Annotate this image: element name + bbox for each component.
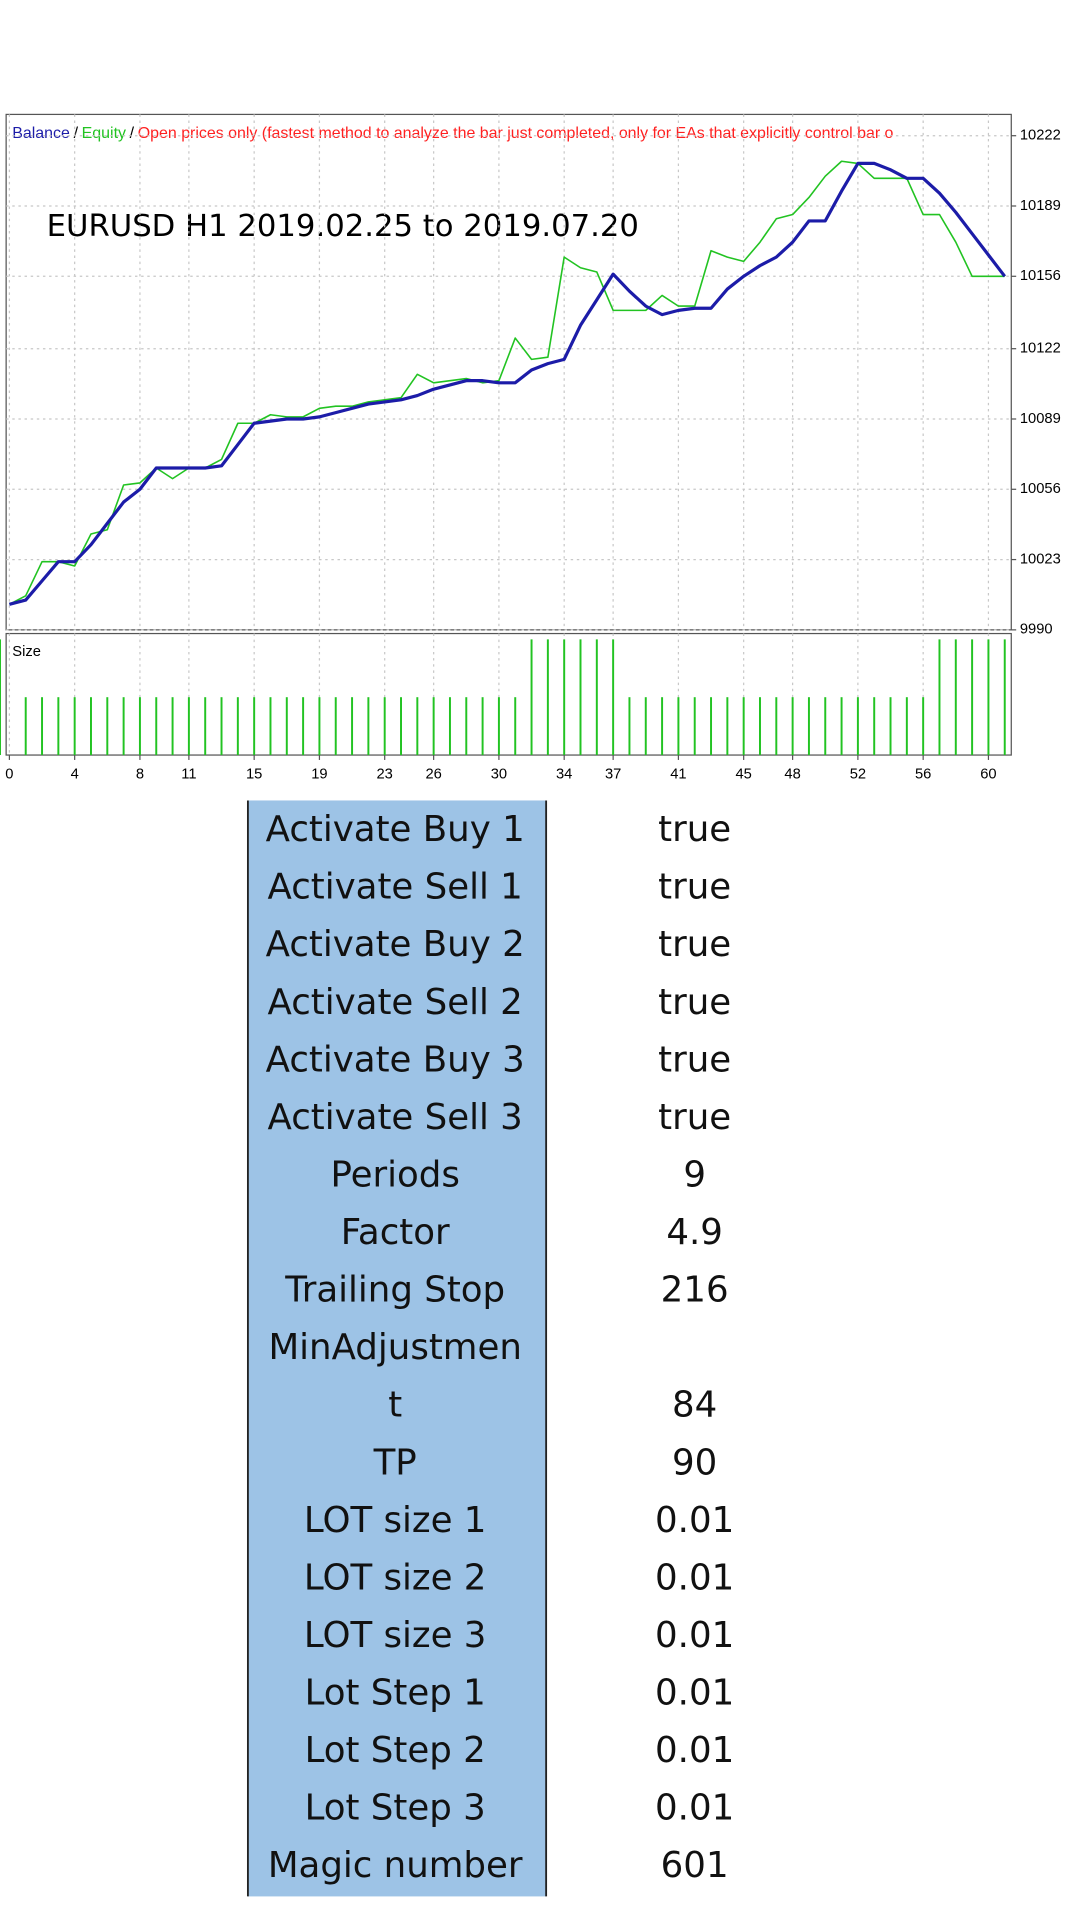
- param-name: Factor: [341, 1212, 450, 1253]
- param-name: Activate Sell 1: [268, 867, 523, 908]
- param-value: 0.01: [655, 1500, 734, 1541]
- x-tick-label: 8: [136, 767, 144, 783]
- main-plot-frame: [5, 113, 1012, 631]
- y-tick-label: 10122: [1020, 341, 1061, 357]
- x-tick-label: 52: [850, 767, 866, 783]
- annotation: EURUSD H1 2019.02.25 to 2019.07.20: [47, 209, 639, 244]
- param-value: 84: [672, 1385, 717, 1426]
- x-tick-label: 26: [425, 767, 441, 783]
- param-name: Activate Sell 2: [268, 982, 523, 1023]
- x-tick-label: 11: [181, 767, 196, 783]
- size-title: Size: [12, 644, 41, 660]
- param-name: Trailing Stop: [284, 1270, 505, 1311]
- param-value: 90: [672, 1442, 717, 1483]
- legend-separator: /: [130, 125, 135, 142]
- param-name: Lot Step 2: [305, 1730, 486, 1771]
- param-value: 0.01: [655, 1557, 734, 1598]
- x-tick-label: 41: [670, 767, 686, 783]
- series-line: [9, 160, 1005, 606]
- x-tick-label: 19: [311, 767, 327, 783]
- x-tick-label: 56: [915, 767, 931, 783]
- legend: Balance / Equity / Open prices only (fastest…: [12, 125, 893, 142]
- x-tick-label: 15: [246, 767, 262, 783]
- param-value: true: [658, 867, 731, 908]
- param-value: 4.9: [666, 1212, 723, 1253]
- x-tick-label: 0: [5, 767, 13, 783]
- param-value: 216: [661, 1270, 729, 1311]
- x-tick-label: 48: [784, 767, 800, 783]
- param-value: 9: [683, 1154, 706, 1195]
- y-tick-label: 10056: [1020, 481, 1061, 497]
- y-tick-label: 10089: [1020, 411, 1061, 427]
- param-value: true: [658, 1097, 731, 1138]
- param-name: Activate Buy 2: [266, 924, 525, 965]
- y-tick-label: 10222: [1020, 128, 1061, 144]
- legend-equity: Equity: [82, 125, 126, 142]
- param-name: Magic number: [268, 1845, 523, 1886]
- param-value: true: [658, 924, 731, 965]
- series-line: [8, 161, 1007, 606]
- y-tick-label: 10189: [1020, 198, 1061, 214]
- param-name: Lot Step 3: [305, 1788, 486, 1829]
- param-name: LOT size 1: [304, 1500, 487, 1541]
- param-name: LOT size 2: [304, 1557, 487, 1598]
- param-name: t: [388, 1385, 402, 1426]
- legend-separator: /: [74, 125, 79, 142]
- size-plot-frame: [5, 632, 1012, 756]
- param-value: 601: [661, 1845, 729, 1886]
- x-tick-label: 34: [556, 767, 572, 783]
- x-tick-label: 37: [605, 767, 621, 783]
- param-value: true: [658, 982, 731, 1023]
- param-name: Periods: [330, 1154, 459, 1195]
- param-name: Activate Sell 3: [268, 1097, 523, 1138]
- param-name: LOT size 3: [304, 1615, 487, 1656]
- param-value: 0.01: [655, 1788, 734, 1829]
- test-mode: Open prices only (fastest method to anal…: [138, 125, 894, 142]
- param-name: Activate Buy 3: [266, 1039, 525, 1080]
- param-name: TP: [373, 1442, 417, 1483]
- x-tick-label: 23: [377, 767, 393, 783]
- y-tick-label: 9990: [1020, 622, 1053, 638]
- x-tick-label: 4: [71, 767, 79, 783]
- param-value: true: [658, 809, 731, 850]
- param-value: 0.01: [655, 1615, 734, 1656]
- y-tick-label: 10156: [1020, 268, 1061, 284]
- param-name: MinAdjustmen: [268, 1327, 521, 1368]
- x-tick-label: 30: [491, 767, 507, 783]
- legend-balance: Balance: [12, 125, 70, 142]
- y-tick-label: 10023: [1020, 551, 1061, 567]
- param-name: Activate Buy 1: [266, 809, 525, 850]
- x-tick-label: 60: [980, 767, 996, 783]
- table-label-column: [247, 800, 547, 1897]
- param-name: Lot Step 1: [305, 1673, 486, 1714]
- param-value: true: [658, 1039, 731, 1080]
- x-tick-label: 45: [735, 767, 751, 783]
- param-value: 0.01: [655, 1730, 734, 1771]
- param-value: 0.01: [655, 1673, 734, 1714]
